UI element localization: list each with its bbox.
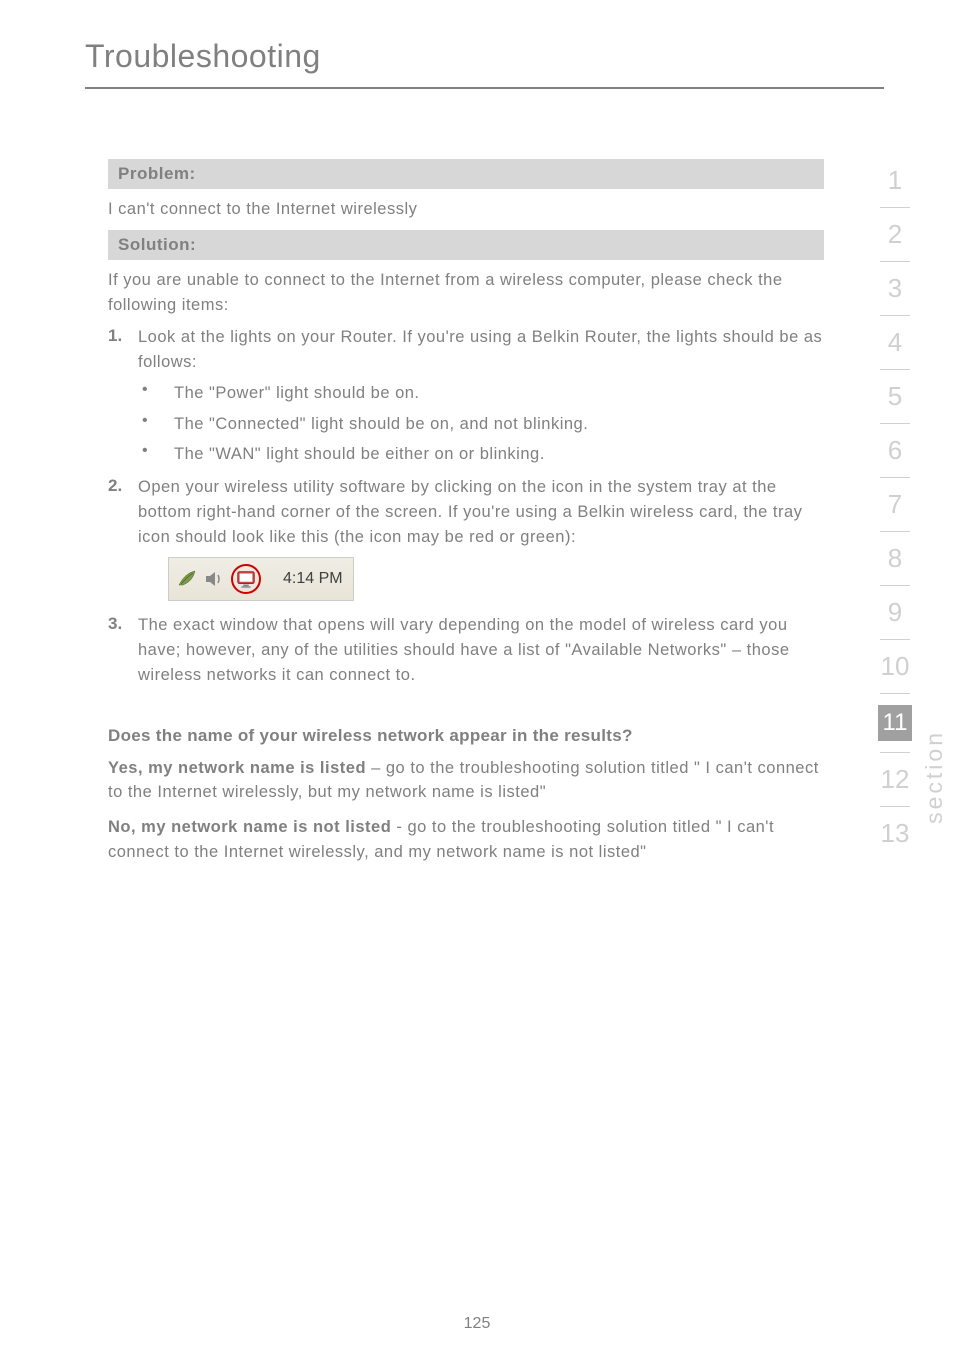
step-number: 1. [108, 325, 138, 375]
nav-item-7[interactable]: 7 [888, 489, 902, 520]
nav-divider [880, 639, 910, 640]
problem-header: Problem: [108, 159, 824, 189]
step-text: Look at the lights on your Router. If yo… [138, 325, 824, 375]
nav-item-8[interactable]: 8 [888, 543, 902, 574]
nav-item-9[interactable]: 9 [888, 597, 902, 628]
nav-item-4[interactable]: 4 [888, 327, 902, 358]
systray-screenshot: 4:14 PM [168, 557, 824, 601]
section-nav: 1 2 3 4 5 6 7 8 9 10 11 12 13 [878, 160, 912, 854]
leaf-icon [175, 567, 199, 591]
step-number: 3. [108, 613, 138, 687]
step-text: The exact window that opens will vary de… [138, 613, 824, 687]
no-bold: No, my network name is not listed [108, 818, 391, 836]
step-1-bullets: • The "Power" light should be on. • The … [138, 381, 824, 467]
section-label: section [921, 730, 948, 824]
highlighted-icon-circle [231, 564, 261, 594]
nav-item-10[interactable]: 10 [881, 651, 910, 682]
solution-intro: If you are unable to connect to the Inte… [108, 268, 824, 318]
nav-divider [880, 369, 910, 370]
nav-divider [880, 693, 910, 694]
nav-divider [880, 477, 910, 478]
nav-divider [880, 207, 910, 208]
nav-item-12[interactable]: 12 [881, 764, 910, 795]
problem-text: I can't connect to the Internet wireless… [108, 197, 824, 222]
nav-divider [880, 531, 910, 532]
yes-paragraph: Yes, my network name is listed – go to t… [108, 756, 824, 806]
bullet-text: The "Power" light should be on. [174, 381, 420, 406]
bullet-item: • The "WAN" light should be either on or… [138, 442, 824, 467]
nav-item-6[interactable]: 6 [888, 435, 902, 466]
bullet-text: The "Connected" light should be on, and … [174, 412, 588, 437]
nav-item-3[interactable]: 3 [888, 273, 902, 304]
bullet-item: • The "Power" light should be on. [138, 381, 824, 406]
step-3: 3. The exact window that opens will vary… [108, 613, 824, 687]
nav-item-5[interactable]: 5 [888, 381, 902, 412]
nav-divider [880, 261, 910, 262]
bullet-text: The "WAN" light should be either on or b… [174, 442, 545, 467]
page-number: 125 [0, 1315, 954, 1333]
title-divider [85, 87, 884, 89]
step-number: 2. [108, 475, 138, 549]
speaker-icon [203, 567, 227, 591]
no-paragraph: No, my network name is not listed - go t… [108, 815, 824, 865]
nav-item-1[interactable]: 1 [888, 165, 902, 196]
bullet-dot: • [138, 442, 174, 467]
subsection-heading: Does the name of your wireless network a… [108, 726, 824, 746]
nav-divider [880, 752, 910, 753]
monitor-icon [235, 568, 257, 590]
nav-divider [880, 423, 910, 424]
nav-divider [880, 315, 910, 316]
page-title: Troubleshooting [0, 0, 954, 87]
step-1: 1. Look at the lights on your Router. If… [108, 325, 824, 375]
nav-divider [880, 585, 910, 586]
step-text: Open your wireless utility software by c… [138, 475, 824, 549]
systray-box: 4:14 PM [168, 557, 354, 601]
bullet-item: • The "Connected" light should be on, an… [138, 412, 824, 437]
nav-item-13[interactable]: 13 [881, 818, 910, 849]
main-content: Problem: I can't connect to the Internet… [108, 159, 824, 865]
bullet-dot: • [138, 412, 174, 437]
solution-header: Solution: [108, 230, 824, 260]
nav-item-11-active[interactable]: 11 [878, 705, 912, 741]
systray-time: 4:14 PM [283, 570, 343, 588]
bullet-dot: • [138, 381, 174, 406]
nav-item-2[interactable]: 2 [888, 219, 902, 250]
nav-divider [880, 806, 910, 807]
step-2: 2. Open your wireless utility software b… [108, 475, 824, 549]
yes-bold: Yes, my network name is listed [108, 759, 366, 777]
